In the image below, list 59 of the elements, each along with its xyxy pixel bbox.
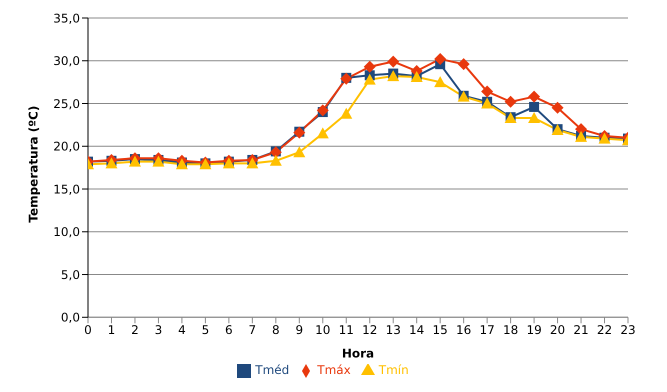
x-tick-label: 14 [409,322,424,337]
x-tick-label: 5 [202,322,210,337]
x-tick-label: 0 [84,322,92,337]
point [481,86,494,98]
point [504,96,517,108]
x-tick-label: 11 [338,322,354,337]
x-tick-label: 7 [248,322,256,337]
x-tick-label: 16 [456,322,472,337]
point [387,56,400,68]
y-tick-label: 0,0 [60,310,80,325]
point [552,102,564,114]
point [316,104,329,116]
x-tick-label: 13 [386,322,401,337]
x-tick-label: 9 [295,322,304,337]
x-tick-label: 20 [550,322,566,337]
x-tick-label: 22 [596,322,612,337]
x-tick-label: 23 [620,322,636,337]
y-tick-label: 20,0 [53,140,80,154]
point [458,58,470,70]
legend-label: Tmín [378,363,409,378]
x-tick-label: 19 [526,322,542,337]
point [434,53,446,66]
y-tick-label: 5,0 [60,268,80,282]
x-tick-label: 18 [502,322,518,337]
x-tick-label: 21 [573,322,589,337]
x-tick-label: 6 [225,322,233,337]
x-tick-label: 1 [108,322,116,337]
point [387,70,400,82]
point [128,156,141,167]
x-tick-label: 3 [154,322,162,337]
y-tick-label: 30,0 [53,54,80,68]
point [246,157,258,168]
legend-label: Tméd [255,363,290,378]
y-tick-label: 10,0 [53,225,80,240]
point [340,108,352,119]
point [364,60,376,73]
x-tick-label: 12 [362,322,378,337]
point [575,123,588,136]
point [528,112,540,124]
point [529,102,540,112]
y-tick-label: 15,0 [53,182,80,196]
x-axis-title: Hora [342,346,374,360]
x-tick-label: 10 [315,322,330,337]
point [105,157,118,168]
point [364,74,376,85]
x-tick-label: 2 [131,322,139,337]
y-tick-label: 35,0 [53,11,80,26]
x-tick-label: 17 [479,322,495,337]
point [293,146,306,158]
y-tick-label: 25,0 [53,96,80,111]
x-tick-label: 4 [178,322,186,337]
legend-label: Tmáx [317,363,351,378]
point [316,127,329,138]
y-axis-title: Temperatura (ºC) [26,106,40,223]
x-tick-label: 8 [272,322,280,337]
point [434,76,446,88]
point [528,90,540,103]
point [270,154,282,166]
x-tick-label: 15 [432,322,448,337]
